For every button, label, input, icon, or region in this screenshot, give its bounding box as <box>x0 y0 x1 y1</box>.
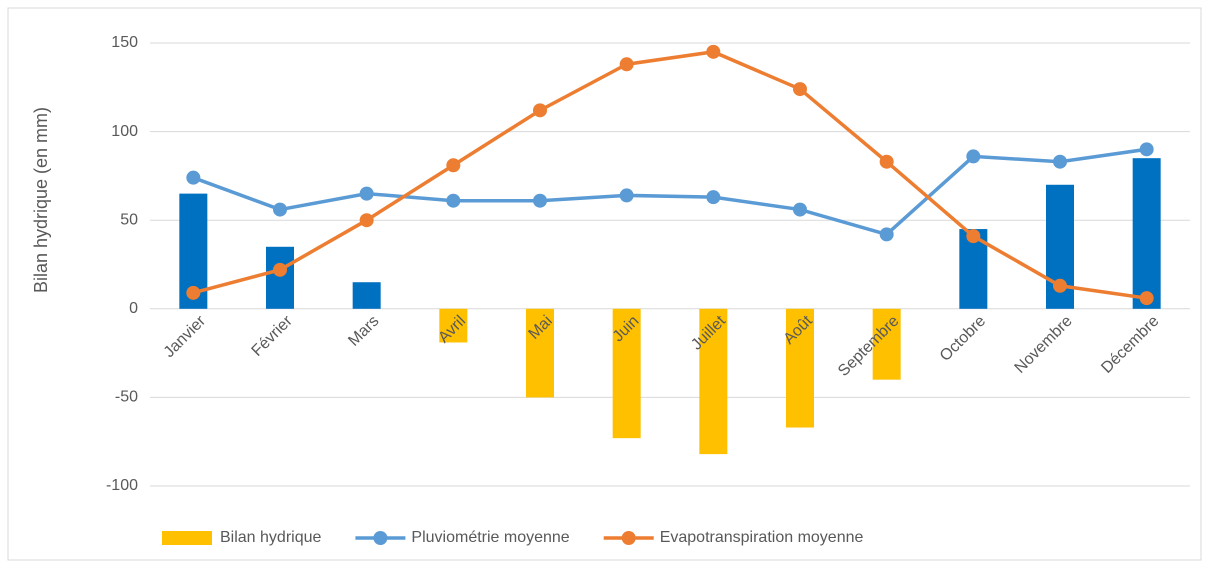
point <box>879 227 894 242</box>
bar <box>612 308 641 439</box>
point <box>1139 291 1154 306</box>
y-tick-label: 0 <box>129 300 138 317</box>
bar <box>699 308 728 455</box>
point <box>966 149 981 164</box>
legend-swatch <box>373 531 388 545</box>
point <box>619 57 634 72</box>
line <box>192 147 1147 237</box>
y-tick-label: -50 <box>115 389 138 406</box>
point <box>706 44 721 59</box>
point <box>879 154 894 169</box>
bar <box>439 308 468 343</box>
y-tick-label: -100 <box>106 477 138 494</box>
point <box>186 170 201 185</box>
point <box>533 193 547 208</box>
point <box>359 186 374 201</box>
legend-swatch <box>162 531 212 545</box>
point <box>359 213 374 228</box>
point <box>533 103 547 118</box>
bar <box>786 308 814 428</box>
point <box>186 285 201 300</box>
point <box>446 193 461 208</box>
bar <box>352 282 381 309</box>
legend-swatch <box>621 531 636 545</box>
point <box>1139 142 1154 157</box>
bar <box>1132 158 1161 309</box>
point <box>966 229 981 244</box>
line <box>192 50 1147 300</box>
legend-label: Evapotranspiration moyenne <box>660 529 864 546</box>
legend-label: Bilan hydrique <box>220 529 322 546</box>
point <box>273 262 287 277</box>
point <box>619 188 634 203</box>
point <box>1053 154 1067 169</box>
point <box>793 82 807 97</box>
point <box>1053 278 1067 293</box>
point <box>706 190 721 205</box>
point <box>273 202 287 217</box>
y-tick-label: 150 <box>111 34 138 51</box>
bar <box>266 246 294 309</box>
bar <box>872 308 901 380</box>
point <box>446 158 461 173</box>
point <box>793 202 807 217</box>
y-tick-label: 100 <box>111 123 138 140</box>
y-tick-label: 50 <box>120 211 138 228</box>
legend-label: Pluviométrie moyenne <box>411 529 569 546</box>
bar <box>526 308 554 398</box>
y-axis-label: Bilan hydrique (en mm) <box>31 107 51 293</box>
